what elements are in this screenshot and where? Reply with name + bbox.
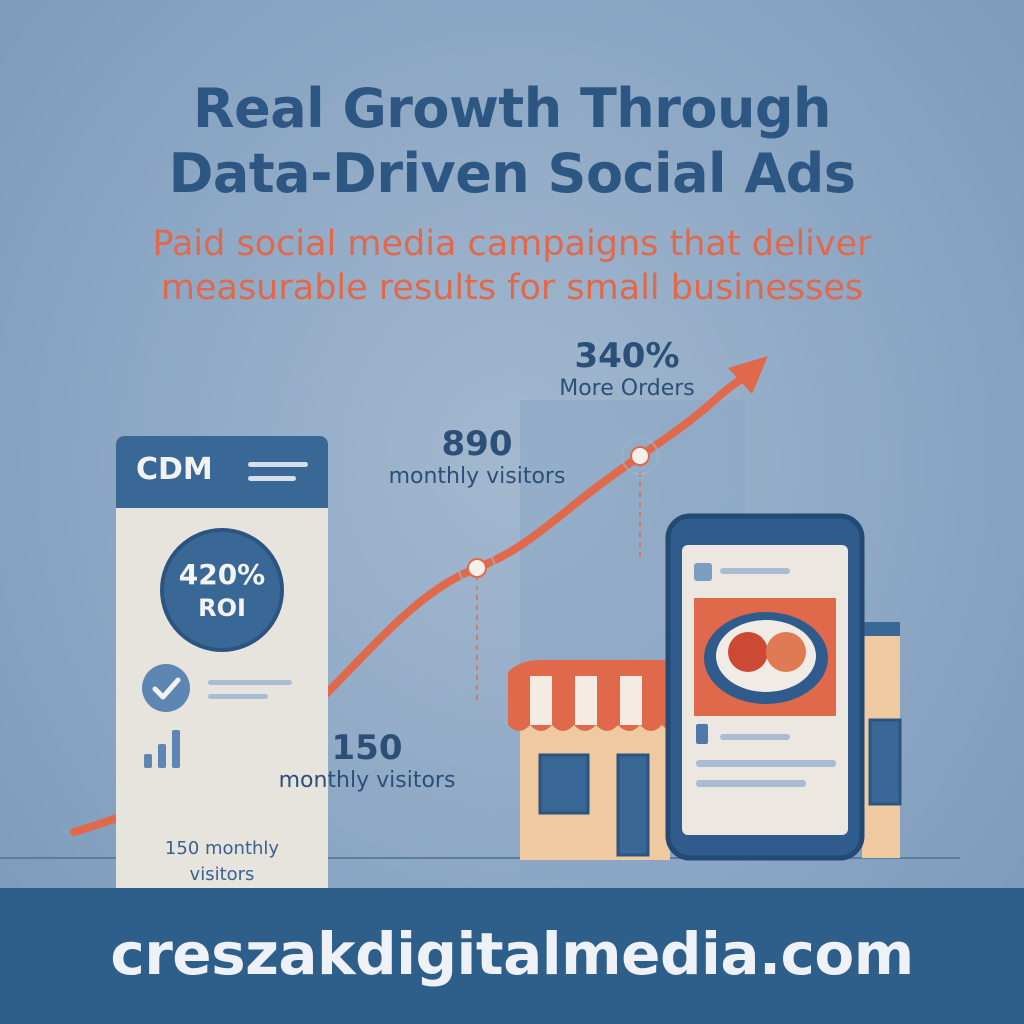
bar-chart-icon <box>144 730 180 768</box>
milestone-value: 150 <box>331 728 403 768</box>
thumbs-up-icon <box>696 724 708 744</box>
subheadline-line1: Paid social media campaigns that deliver <box>152 224 872 264</box>
footer-bar <box>0 888 1024 1024</box>
milestone-label: monthly visitors <box>388 464 566 489</box>
milestone-value: 340% <box>574 336 680 376</box>
trend-arrow-icon <box>728 356 768 394</box>
milestone-point <box>467 558 487 578</box>
card-note: 150 monthly visitors <box>116 836 328 888</box>
subheadline-line2: measurable results for small businesses <box>160 268 864 308</box>
storefront-illustration <box>508 622 902 860</box>
phone-illustration <box>665 513 865 861</box>
brand-card-header: CDM <box>116 436 328 508</box>
milestone-label: monthly visitors <box>278 768 456 793</box>
milestone-value: 890 <box>441 424 513 464</box>
card-note-line1: 150 monthly <box>164 838 280 859</box>
brand-name: CDM <box>136 452 213 487</box>
milestone-890: 890 monthly visitors <box>372 424 582 489</box>
milestone-point <box>630 446 650 466</box>
headline-line1: Real Growth Through <box>193 77 832 140</box>
milestone-340: 340% More Orders <box>522 336 732 401</box>
headline-line2: Data-Driven Social Ads <box>168 142 856 205</box>
milestone-150: 150 monthly visitors <box>262 728 472 793</box>
roi-label: ROI <box>198 594 246 622</box>
website-url: creszakdigitalmedia.com <box>110 920 914 988</box>
roi-value: 420% <box>178 558 266 591</box>
roi-badge: 420% ROI <box>160 528 284 652</box>
card-note-line2: visitors <box>189 864 255 885</box>
milestone-label: More Orders <box>559 376 695 401</box>
check-icon <box>142 664 190 712</box>
